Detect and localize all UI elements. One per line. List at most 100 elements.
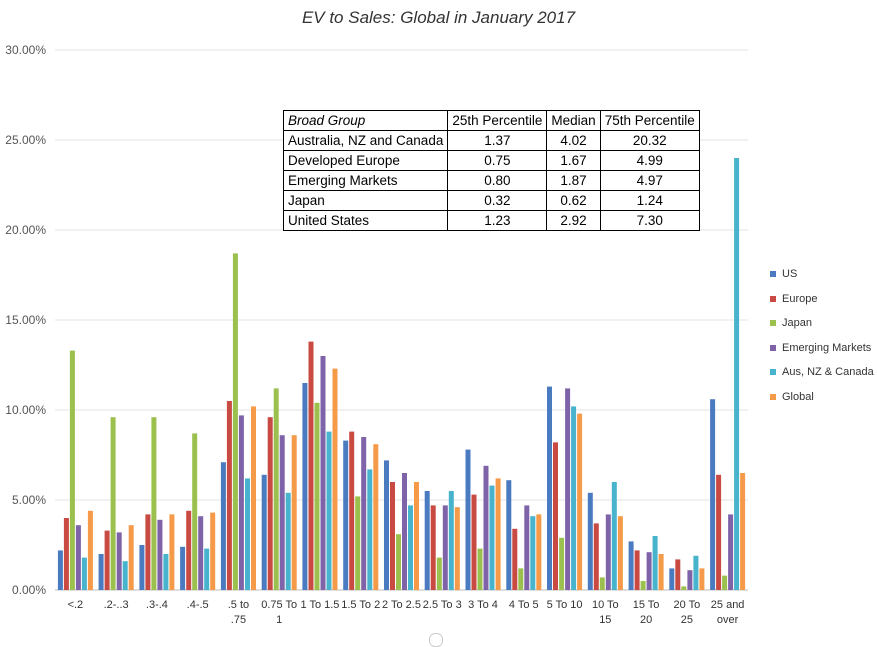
bar [238, 415, 244, 590]
bar [454, 507, 460, 590]
cell-median: 1.67 [546, 150, 601, 171]
bar [483, 465, 489, 590]
bar [675, 559, 681, 590]
cell-p25: 1.37 [447, 130, 548, 151]
bar [652, 536, 658, 590]
y-tick-label: 25.00% [5, 133, 46, 147]
bar [320, 356, 326, 590]
bar [593, 523, 599, 590]
legend-label: Emerging Markets [782, 341, 872, 354]
bar [424, 491, 430, 590]
bar [547, 386, 552, 590]
cell-median: 4.02 [546, 130, 601, 151]
bar [204, 548, 210, 590]
y-tick-label: 0.00% [12, 583, 46, 597]
bar [285, 492, 291, 590]
bar [512, 528, 518, 590]
legend-swatch [770, 295, 776, 302]
bar [384, 460, 389, 590]
bars [57, 158, 746, 590]
cell-p75: 1.24 [599, 190, 700, 211]
bar [326, 431, 332, 590]
x-tick-label: 1 To 1.5 [300, 599, 339, 611]
bar [220, 462, 226, 590]
cell-median: 2.92 [546, 210, 601, 231]
bar [139, 545, 145, 590]
header-broad-group: Broad Group [282, 110, 449, 131]
bar [681, 586, 687, 590]
bar [530, 516, 536, 590]
bar [716, 474, 722, 590]
bar [605, 514, 611, 590]
y-axis-tick-labels: 0.00% 5.00% 10.00% 15.00% 20.00% 25.00% 30.00% [5, 43, 46, 597]
bar [740, 473, 746, 590]
bar [587, 492, 593, 590]
bar [308, 341, 314, 590]
bar [373, 444, 379, 590]
bar [577, 413, 583, 590]
bar [273, 388, 279, 590]
header-75th-percentile: 75th Percentile [599, 110, 700, 131]
bar [611, 482, 617, 590]
bar [640, 581, 646, 590]
bar [448, 491, 454, 590]
bar [617, 516, 623, 590]
bar [524, 505, 530, 590]
bar [728, 514, 734, 590]
bar [565, 388, 571, 590]
legend-item: Japan [770, 317, 874, 342]
x-tick-label: 5 To 10 [547, 599, 583, 611]
bar [669, 568, 675, 590]
bar [291, 435, 297, 590]
x-tick-label: <.2 [68, 599, 84, 611]
bar [495, 478, 501, 590]
table-header-row: Broad Group 25th Percentile Median 75th … [282, 110, 700, 131]
cell-median: 0.62 [546, 190, 601, 211]
y-tick-label: 5.00% [12, 493, 46, 507]
bar [506, 480, 512, 590]
cell-p75: 7.30 [599, 210, 700, 231]
bar [186, 510, 192, 590]
bar [267, 417, 273, 590]
cell-group: Emerging Markets [282, 170, 449, 191]
legend-label: Global [782, 390, 814, 403]
bar [145, 514, 151, 590]
bar [75, 525, 81, 590]
cell-p25: 0.80 [447, 170, 548, 191]
legend-label: Europe [782, 292, 818, 305]
bar [518, 568, 524, 590]
y-tick-label: 10.00% [5, 403, 46, 417]
bar [634, 550, 640, 590]
bar [734, 158, 740, 590]
bar [232, 253, 238, 590]
bar [699, 568, 705, 590]
table-row: United States 1.23 2.92 7.30 [282, 210, 700, 231]
legend-swatch [770, 320, 776, 326]
bar [169, 514, 175, 590]
bar [559, 537, 565, 590]
y-tick-label: 30.00% [5, 43, 46, 57]
cell-group: Australia, NZ and Canada [282, 130, 449, 151]
cell-group: Developed Europe [282, 150, 449, 171]
cell-median: 1.87 [546, 170, 601, 191]
bar [571, 406, 577, 590]
cell-p75: 4.99 [599, 150, 700, 171]
table-row: Japan 0.32 0.62 1.24 [282, 190, 700, 211]
bar [226, 401, 232, 590]
x-tick-label: .3-.4 [146, 599, 168, 611]
bar [57, 550, 63, 590]
x-tick-label: .2-..3 [104, 599, 129, 611]
table-row: Developed Europe 0.75 1.67 4.99 [282, 150, 700, 171]
bar [361, 437, 367, 590]
bar [251, 406, 256, 590]
bar [104, 530, 110, 590]
bar [151, 417, 157, 590]
scroll-indicator [429, 633, 443, 647]
legend-label: Aus, NZ & Canada [782, 366, 874, 378]
y-tick-label: 20.00% [5, 223, 46, 237]
chart-title: EV to Sales: Global in January 2017 [301, 8, 576, 27]
bar [628, 541, 634, 590]
legend-item: Europe [770, 293, 874, 318]
cell-group: United States [282, 210, 449, 231]
